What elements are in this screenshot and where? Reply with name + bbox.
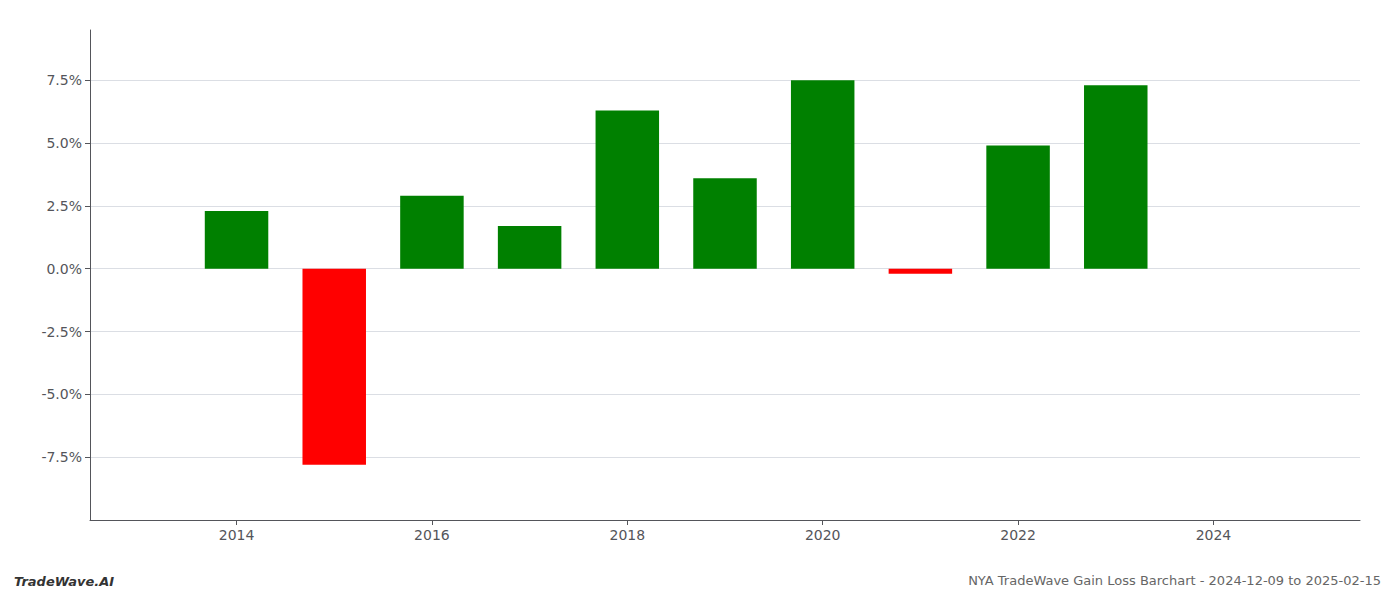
svg-text:-5.0%: -5.0% xyxy=(41,386,82,402)
svg-text:-7.5%: -7.5% xyxy=(41,449,82,465)
svg-text:2014: 2014 xyxy=(219,527,255,543)
svg-text:5.0%: 5.0% xyxy=(46,135,82,151)
svg-text:2022: 2022 xyxy=(1000,527,1036,543)
svg-text:-2.5%: -2.5% xyxy=(41,324,82,340)
svg-text:NYA TradeWave Gain Loss Barcha: NYA TradeWave Gain Loss Barchart - 2024-… xyxy=(968,573,1381,588)
svg-text:2018: 2018 xyxy=(609,527,645,543)
svg-text:2.5%: 2.5% xyxy=(46,198,82,214)
svg-text:7.5%: 7.5% xyxy=(46,72,82,88)
svg-text:2016: 2016 xyxy=(414,527,450,543)
svg-text:0.0%: 0.0% xyxy=(46,261,82,277)
svg-text:2020: 2020 xyxy=(805,527,841,543)
svg-text:2024: 2024 xyxy=(1196,527,1232,543)
svg-text:TradeWave.AI: TradeWave.AI xyxy=(14,574,114,589)
